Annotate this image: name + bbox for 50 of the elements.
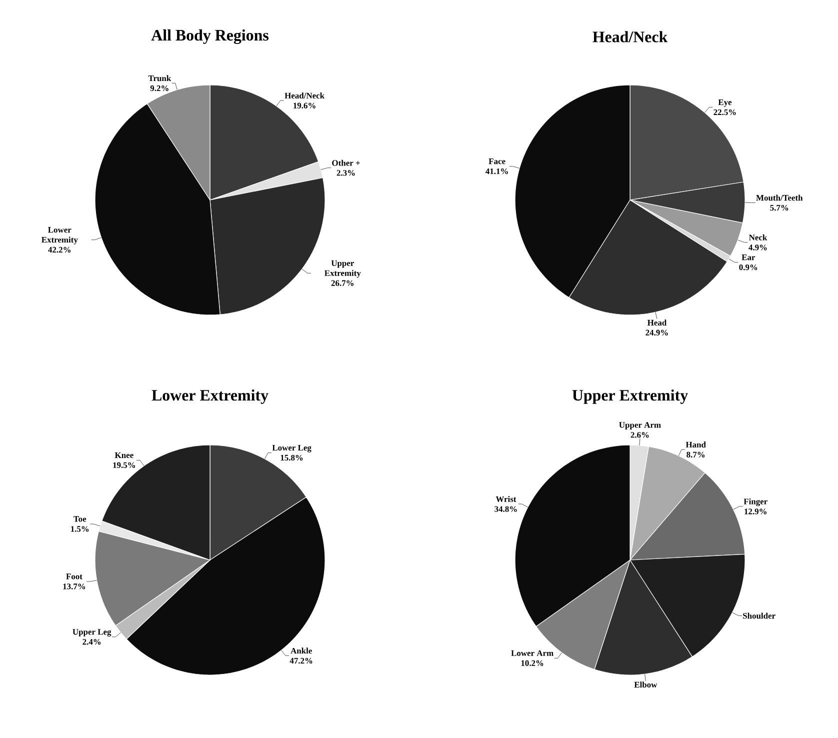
data-label: 12.9% bbox=[744, 508, 766, 514]
slice-label: Upper Arm bbox=[619, 422, 661, 430]
slice-label: Eye bbox=[718, 99, 732, 107]
data-label: 5.7% bbox=[770, 204, 788, 211]
slice-label: Head bbox=[647, 320, 667, 326]
data-label: 2.3% bbox=[336, 170, 355, 176]
data-label: 2.4% bbox=[82, 638, 101, 645]
data-label: 9.2% bbox=[150, 85, 168, 92]
slice-label: Lower Arm bbox=[511, 650, 554, 656]
data-label: 41.1% bbox=[486, 168, 508, 174]
slice-label: Mouth/Teeth bbox=[756, 194, 803, 201]
slice-label: Upper Leg bbox=[72, 629, 112, 637]
data-label: 8.7% bbox=[686, 452, 705, 458]
data-label: 19.5% bbox=[113, 462, 136, 468]
data-label: 42.2% bbox=[48, 246, 70, 253]
data-label: 15.8% bbox=[280, 454, 303, 461]
data-label: 22.5% bbox=[714, 109, 736, 116]
slice-label: Upper Extremity bbox=[324, 260, 361, 278]
slice-label: Elbow bbox=[634, 682, 658, 688]
slice-label: Neck bbox=[748, 234, 768, 240]
chart-title: Upper Extremity bbox=[572, 389, 688, 404]
slice-label: Knee bbox=[114, 452, 134, 458]
data-label: 10.2% bbox=[521, 660, 544, 666]
slice-label: Foot bbox=[66, 574, 82, 580]
slice-label: Ear bbox=[742, 254, 756, 260]
data-label: 26.7% bbox=[331, 280, 354, 286]
data-label: 0.9% bbox=[739, 264, 758, 270]
slice-label: Wrist bbox=[496, 496, 516, 502]
data-label: 24.9% bbox=[646, 330, 668, 336]
data-label: 2.6% bbox=[630, 432, 649, 438]
chart-title: Lower Extremity bbox=[152, 389, 268, 404]
data-label: 1.5% bbox=[71, 526, 89, 532]
data-label: 47.2% bbox=[290, 658, 312, 664]
slice-label: Lower Leg bbox=[272, 444, 312, 452]
data-label: 4.9% bbox=[748, 244, 767, 250]
slice-label: Hand bbox=[686, 442, 706, 448]
slice-label: Trunk bbox=[148, 75, 172, 82]
slice-label: Toe bbox=[74, 516, 86, 522]
slice-label: Finger bbox=[744, 498, 768, 506]
slice-label: Ankle bbox=[290, 648, 312, 654]
data-label: 13.7% bbox=[63, 584, 86, 590]
slice-label: Face bbox=[488, 158, 506, 164]
data-label: 34.8% bbox=[494, 506, 517, 512]
slice-label: Shoulder bbox=[743, 612, 776, 619]
slice-label: Other + bbox=[332, 160, 360, 166]
slice-label: Head/Neck bbox=[284, 92, 325, 98]
chart-title: Head/Neck bbox=[592, 31, 668, 42]
slice-label: Lower Extremity bbox=[42, 227, 78, 244]
data-label: 19.6% bbox=[294, 102, 316, 108]
chart-title: All Body Regions bbox=[151, 29, 268, 44]
